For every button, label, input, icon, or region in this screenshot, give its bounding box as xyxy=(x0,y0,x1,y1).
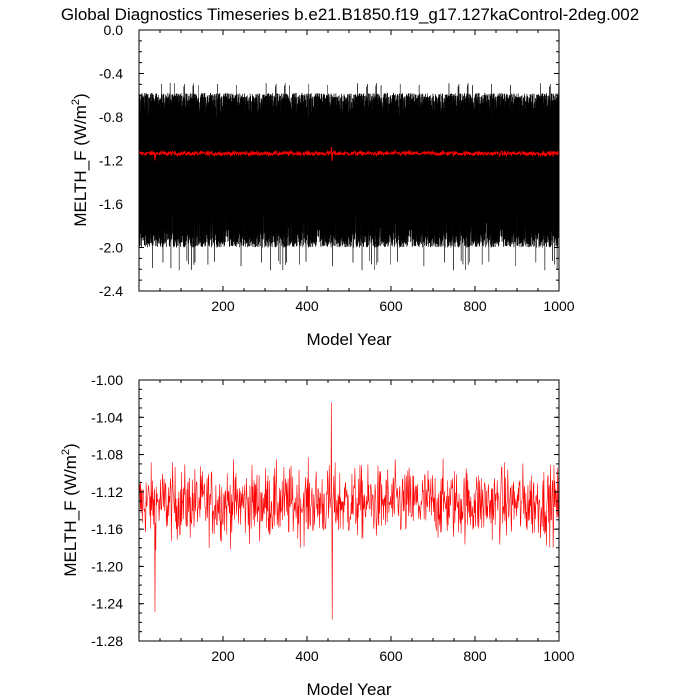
bottom-x-tick-label: 400 xyxy=(295,648,319,664)
top-y-tick-label: -0.4 xyxy=(99,66,123,82)
top-monthly-series-line xyxy=(138,29,560,271)
top-y-axis-title-sup: 2 xyxy=(70,99,82,105)
top-y-tick-label: -1.6 xyxy=(99,196,123,212)
top-plot-frame xyxy=(138,29,560,292)
bottom-x-tick-label: 800 xyxy=(463,648,487,664)
top-x-tick-label: 200 xyxy=(211,298,235,314)
bottom-y-axis-title-sup: 2 xyxy=(60,449,72,455)
top-x-tick-label: 600 xyxy=(379,298,403,314)
chart-title: Global Diagnostics Timeseries b.e21.B185… xyxy=(61,5,639,24)
top-y-axis-title-main: MELTH_F (W/m xyxy=(71,105,90,227)
bottom-y-tick-label: -1.20 xyxy=(91,558,123,574)
bottom-plot-frame xyxy=(138,379,560,642)
top-x-tick-label: 800 xyxy=(463,298,487,314)
top-x-axis-title: Model Year xyxy=(306,330,391,349)
bottom-x-tick-label: 200 xyxy=(211,648,235,664)
bottom-y-tick-label: -1.12 xyxy=(91,484,123,500)
bottom-x-axis-title: Model Year xyxy=(306,680,391,699)
bottom-y-tick-label: -1.28 xyxy=(91,633,123,649)
bottom-axes-group: 200 400 600 800 1000 -1.00 -1.04 -1.08 -1.12 -1.1… xyxy=(91,372,575,664)
top-y-tick-label: -2.4 xyxy=(99,283,123,299)
top-series-group xyxy=(138,29,560,271)
bottom-x-tick-label: 600 xyxy=(379,648,403,664)
bottom-y-axis-title-close: ) xyxy=(61,443,80,449)
bottom-annual-series-line xyxy=(138,402,560,620)
top-y-axis-title: MELTH_F (W/m2) xyxy=(70,93,90,226)
bottom-x-tick-label: 1000 xyxy=(543,648,574,664)
bottom-y-tick-label: -1.00 xyxy=(91,372,123,388)
top-x-tick-label: 1000 xyxy=(543,298,574,314)
bottom-y-tick-label: -1.16 xyxy=(91,521,123,537)
bottom-y-axis-title-main: MELTH_F (W/m xyxy=(61,455,80,577)
bottom-panel: 200 400 600 800 1000 -1.00 -1.04 -1.08 -1.12 -1.1… xyxy=(60,372,575,699)
top-y-tick-label: -2.0 xyxy=(99,240,123,256)
top-panel: 200 400 600 800 1000 0.0 -0.4 -0.8 -1.2 -1.6 -2.0 -… xyxy=(70,22,575,349)
bottom-y-tick-label: -1.08 xyxy=(91,447,123,463)
bottom-series-group xyxy=(138,402,560,620)
top-annual-series-line xyxy=(138,146,560,161)
bottom-y-tick-label: -1.24 xyxy=(91,596,123,612)
top-y-axis-title-close: ) xyxy=(71,93,90,99)
top-y-tick-label: 0.0 xyxy=(104,22,124,38)
bottom-y-axis-title: MELTH_F (W/m2) xyxy=(60,443,80,576)
bottom-y-tick-label: -1.04 xyxy=(91,409,123,425)
top-y-tick-label: -0.8 xyxy=(99,109,123,125)
top-y-tick-label: -1.2 xyxy=(99,153,123,169)
top-x-tick-label: 400 xyxy=(295,298,319,314)
